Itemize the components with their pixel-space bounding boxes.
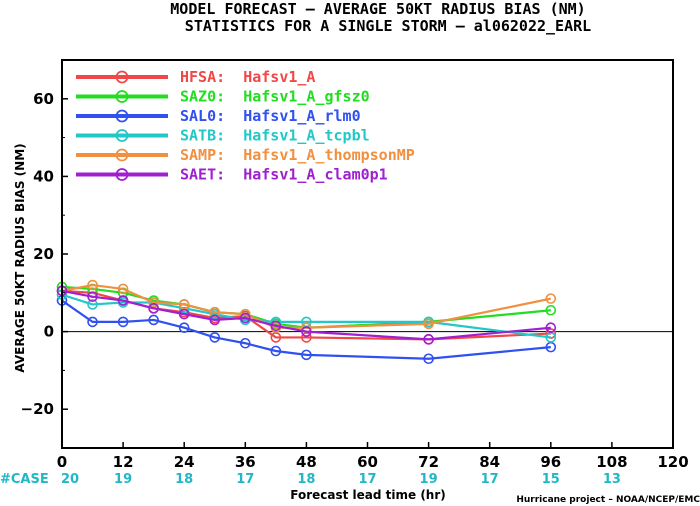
legend-marker: [115, 129, 129, 142]
legend-entry: SAL0: Hafsv1_A_rlm0: [76, 107, 361, 125]
legend-label: HFSA: Hafsv1_A: [180, 68, 315, 86]
data-point: [240, 337, 251, 349]
chart-subtitle: STATISTICS FOR A SINGLE STORM – al062022…: [185, 17, 591, 35]
data-point: [423, 334, 434, 345]
x-tick-label: 84: [479, 453, 500, 471]
data-point: [545, 322, 557, 334]
data-point: [301, 326, 312, 337]
case-count: 13: [603, 472, 621, 487]
legend-label: SAMP: Hafsv1_A_thompsonMP: [180, 146, 415, 164]
data-point: [209, 332, 221, 343]
x-tick-label: 108: [596, 453, 627, 471]
data-point: [148, 314, 159, 326]
y-axis-label: AVERAGE 50KT RADIUS BIAS (NM): [13, 143, 27, 372]
legend-label: SAZ0: Hafsv1_A_gfsz0: [180, 88, 370, 106]
case-count: 17: [481, 472, 499, 487]
case-count: 18: [175, 472, 193, 487]
case-count: 19: [114, 472, 132, 487]
x-tick-label: 96: [540, 453, 561, 471]
legend-entry: HFSA: Hafsv1_A: [76, 68, 315, 86]
data-point: [87, 299, 98, 310]
legend-marker: [115, 70, 129, 84]
series-line: [56, 281, 557, 334]
plot-frame: [61, 59, 674, 449]
data-point: [117, 295, 129, 306]
data-point: [117, 316, 129, 328]
data-point: [240, 312, 251, 324]
y-tick-label: 40: [33, 167, 54, 185]
data-point: [270, 320, 282, 332]
y-tick-label: −20: [21, 400, 54, 418]
legend-marker: [115, 90, 129, 103]
chart-title: MODEL FORECAST – AVERAGE 50KT RADIUS BIA…: [170, 0, 585, 18]
data-point: [87, 291, 98, 302]
data-point: [209, 314, 221, 326]
series-line: [56, 285, 557, 345]
series-path: [61, 289, 551, 341]
data-point: [178, 308, 190, 320]
series-line: [56, 279, 557, 334]
case-count: 19: [420, 472, 438, 487]
legend-entry: SATB: Hafsv1_A_tcpbl: [76, 127, 370, 145]
legend-entry: SAZ0: Hafsv1_A_gfsz0: [76, 88, 370, 106]
legend-marker: [115, 109, 129, 123]
x-tick-label: 0: [57, 453, 67, 471]
legend-marker: [115, 148, 129, 162]
legend-label: SATB: Hafsv1_A_tcpbl: [180, 127, 370, 145]
x-tick-label: 48: [296, 453, 317, 471]
data-point: [545, 304, 557, 316]
data-point: [148, 303, 159, 314]
data-point: [545, 293, 557, 304]
x-ticks: 0 12 24 36 48 60 72 84 96 108 120: [57, 442, 689, 471]
x-axis-label: Forecast lead time (hr): [290, 488, 446, 502]
legend-marker: [115, 168, 129, 181]
data-point: [270, 345, 282, 357]
case-row: #CASE 20 19 18 17 18 17 19 17 15 13: [0, 472, 621, 487]
data-point: [117, 283, 129, 295]
data-point: [87, 279, 98, 291]
data-point: [423, 353, 434, 365]
legend-label: SAET: Hafsv1_A_clam0p1: [180, 166, 388, 184]
x-tick-label: 24: [174, 453, 195, 471]
data-point: [545, 328, 557, 339]
data-point: [301, 349, 312, 361]
x-tick-label: 36: [235, 453, 256, 471]
data-point: [178, 322, 190, 334]
series-path: [61, 283, 552, 329]
legend-entry: SAET: Hafsv1_A_clam0p1: [76, 166, 388, 184]
series-layer: [56, 279, 557, 365]
data-point: [148, 297, 159, 308]
data-point: [423, 318, 434, 330]
case-prefix: #CASE: [0, 472, 49, 487]
x-tick-label: 72: [418, 453, 439, 471]
case-count: 18: [297, 472, 315, 487]
y-tick-label: 60: [33, 90, 54, 108]
series-path: [61, 299, 551, 360]
x-tick-label: 120: [657, 453, 688, 471]
y-ticks: −20 0 20 40 60: [21, 59, 68, 449]
data-point: [87, 316, 98, 328]
series-line: [56, 295, 557, 365]
credit-text: Hurricane project – NOAA/NCEP/EMC: [516, 495, 700, 505]
case-count: 15: [542, 472, 560, 487]
y-tick-label: 20: [33, 245, 54, 263]
data-point: [209, 306, 221, 318]
x-tick-label: 60: [357, 453, 378, 471]
case-count: 17: [236, 472, 254, 487]
legend-label: SAL0: Hafsv1_A_rlm0: [180, 107, 361, 125]
x-tick-label: 12: [113, 453, 134, 471]
legend: HFSA: Hafsv1_A SAZ0: Hafsv1_A_gfsz0SAL0: …: [76, 68, 415, 184]
case-count: 20: [61, 472, 79, 487]
y-tick-label: 0: [44, 323, 54, 341]
series-path: [61, 293, 551, 339]
legend-entry: SAMP: Hafsv1_A_thompsonMP: [76, 146, 415, 164]
case-count: 17: [358, 472, 376, 487]
